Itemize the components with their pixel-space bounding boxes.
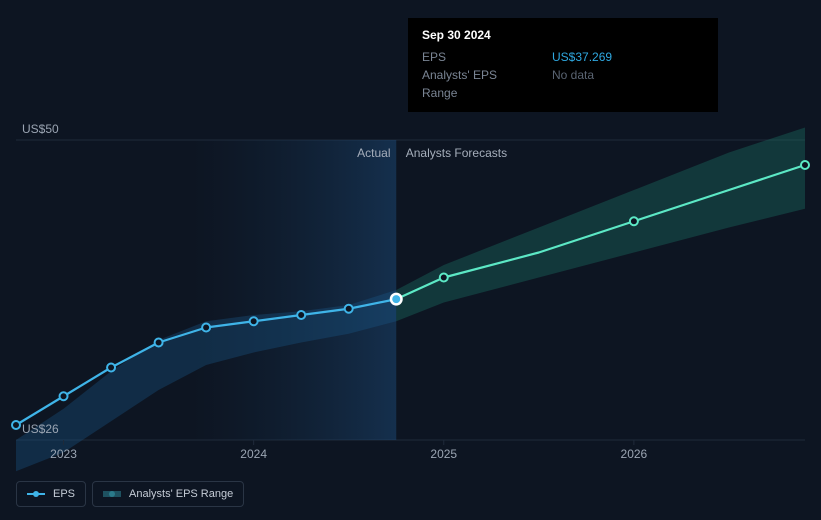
- svg-text:US$26: US$26: [22, 422, 59, 436]
- svg-text:Analysts Forecasts: Analysts Forecasts: [406, 146, 507, 160]
- eps-chart: US$50 US$26 2023 2024 2025 2026 Actual Analysts…: [0, 0, 821, 520]
- tooltip-value: No data: [552, 66, 704, 102]
- svg-text:2025: 2025: [430, 447, 457, 461]
- legend: EPS Analysts' EPS Range: [16, 481, 244, 507]
- tooltip-value: US$37.269: [552, 48, 704, 66]
- svg-text:2024: 2024: [240, 447, 267, 461]
- tooltip-row: Analysts' EPS Range No data: [422, 66, 704, 102]
- tooltip-key: EPS: [422, 48, 532, 66]
- legend-label: EPS: [53, 488, 75, 500]
- legend-label: Analysts' EPS Range: [129, 488, 233, 500]
- svg-text:2026: 2026: [621, 447, 648, 461]
- svg-text:2023: 2023: [50, 447, 77, 461]
- legend-swatch-icon: [103, 490, 121, 498]
- tooltip-key: Analysts' EPS Range: [422, 66, 532, 102]
- legend-item[interactable]: EPS: [16, 481, 86, 507]
- chart-tooltip: Sep 30 2024 EPSUS$37.269Analysts' EPS Ra…: [408, 18, 718, 112]
- svg-text:Actual: Actual: [357, 146, 390, 160]
- legend-item[interactable]: Analysts' EPS Range: [92, 481, 244, 507]
- legend-swatch-icon: [27, 490, 45, 498]
- tooltip-row: EPS US$37.269: [422, 48, 704, 66]
- svg-text:US$50: US$50: [22, 122, 59, 136]
- tooltip-date: Sep 30 2024: [422, 28, 704, 42]
